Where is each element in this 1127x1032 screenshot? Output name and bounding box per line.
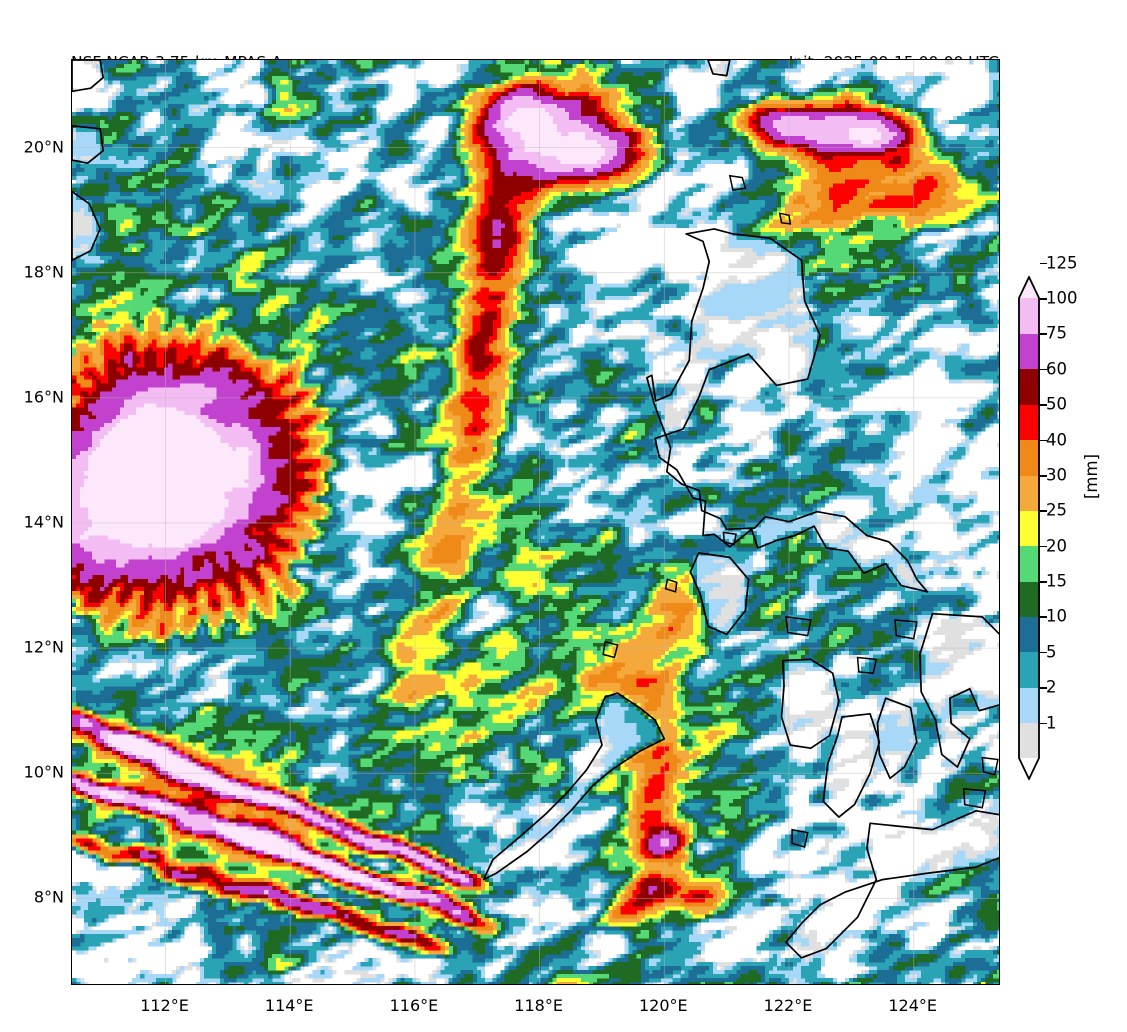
colorbar-tick-50: 50 xyxy=(1046,394,1067,414)
colorbar-tickmark-50 xyxy=(1040,404,1047,406)
colorbar-tick-5: 5 xyxy=(1046,642,1057,662)
lon-tick-114: 114°E xyxy=(264,996,314,1015)
colorbar-over-arrow xyxy=(1018,276,1040,298)
colorbar-tickmark-30 xyxy=(1040,474,1047,477)
colorbar-band-25 xyxy=(1018,510,1040,547)
colorbar-band-60 xyxy=(1018,368,1040,405)
colorbar-tickmark-125 xyxy=(1040,262,1047,265)
colorbar-band-30 xyxy=(1018,474,1040,511)
colorbar-tick-25: 25 xyxy=(1046,500,1067,520)
lat-tick-8: 8°N xyxy=(33,887,64,907)
colorbar-band-50 xyxy=(1018,404,1040,441)
lon-tick-122: 122°E xyxy=(763,996,813,1015)
precipitation-field xyxy=(72,60,999,984)
colorbar-band-5 xyxy=(1018,651,1040,688)
colorbar-band-2 xyxy=(1018,687,1040,724)
colorbar-band-100 xyxy=(1018,298,1040,334)
precip-band xyxy=(72,60,999,984)
colorbar-tickmark-75 xyxy=(1040,333,1047,335)
colorbar-tick-75: 75 xyxy=(1046,323,1067,343)
colorbar-tickmark-100 xyxy=(1040,298,1047,300)
precip-band xyxy=(72,60,999,984)
colorbar-tick-10: 10 xyxy=(1046,606,1067,626)
colorbar-tick-40: 40 xyxy=(1046,430,1067,450)
colorbar-tickmark-15 xyxy=(1040,581,1047,583)
colorbar-tick-60: 60 xyxy=(1046,359,1067,379)
colorbar-tick-15: 15 xyxy=(1046,571,1067,591)
colorbar-tickmark-20 xyxy=(1040,545,1047,548)
lon-tick-112: 112°E xyxy=(140,996,189,1015)
precip-band xyxy=(72,83,910,947)
colorbar-band-10 xyxy=(1018,616,1040,653)
lat-tick-20: 20°N xyxy=(23,137,64,157)
precip-band xyxy=(72,79,938,951)
precip-band xyxy=(72,60,999,984)
colorbar-tickmark-10 xyxy=(1040,616,1047,619)
colorbar-tickmark-5 xyxy=(1040,651,1047,654)
colorbar-under-arrow xyxy=(1018,758,1040,780)
colorbar-tickmark-2 xyxy=(1040,687,1047,689)
lon-tick-120: 120°E xyxy=(638,996,688,1015)
precip-band xyxy=(72,60,999,984)
colorbar-tick-30: 30 xyxy=(1046,465,1067,485)
colorbar-unit-label: [mm] xyxy=(1082,453,1101,499)
precipitation-map xyxy=(71,59,1000,985)
colorbar-tickmark-60 xyxy=(1040,368,1047,371)
colorbar-tick-1: 1 xyxy=(1046,713,1057,733)
lat-tick-16: 16°N xyxy=(23,387,64,407)
colorbar-tick-20: 20 xyxy=(1046,536,1067,556)
colorbar-bands xyxy=(1018,276,1040,780)
colorbar-tick-125: 125 xyxy=(1046,253,1078,273)
lon-tick-116: 116°E xyxy=(389,996,439,1015)
colorbar-band-1 xyxy=(1018,722,1040,759)
colorbar-tickmark-25 xyxy=(1040,510,1047,512)
colorbar-tick-100: 100 xyxy=(1046,288,1078,308)
coastlines xyxy=(72,60,999,959)
precip-band xyxy=(72,60,999,984)
colorbar-tickmark-1 xyxy=(1040,722,1047,725)
precip-band xyxy=(72,95,898,915)
lat-tick-12: 12°N xyxy=(23,637,64,657)
colorbar-tick-2: 2 xyxy=(1046,677,1057,697)
precip-band xyxy=(72,79,950,951)
map-gridlines xyxy=(72,60,999,984)
colorbar-band-20 xyxy=(1018,545,1040,582)
precip-band xyxy=(72,67,974,984)
colorbar-band-15 xyxy=(1018,581,1040,618)
colorbar-band-40 xyxy=(1018,439,1040,476)
lat-tick-14: 14°N xyxy=(23,512,64,532)
lon-tick-118: 118°E xyxy=(514,996,563,1015)
colorbar-tickmark-40 xyxy=(1040,439,1047,442)
lon-tick-124: 124°E xyxy=(888,996,938,1015)
lat-tick-18: 18°N xyxy=(23,262,64,282)
lat-tick-10: 10°N xyxy=(23,762,64,782)
colorbar-band-75 xyxy=(1018,333,1040,370)
